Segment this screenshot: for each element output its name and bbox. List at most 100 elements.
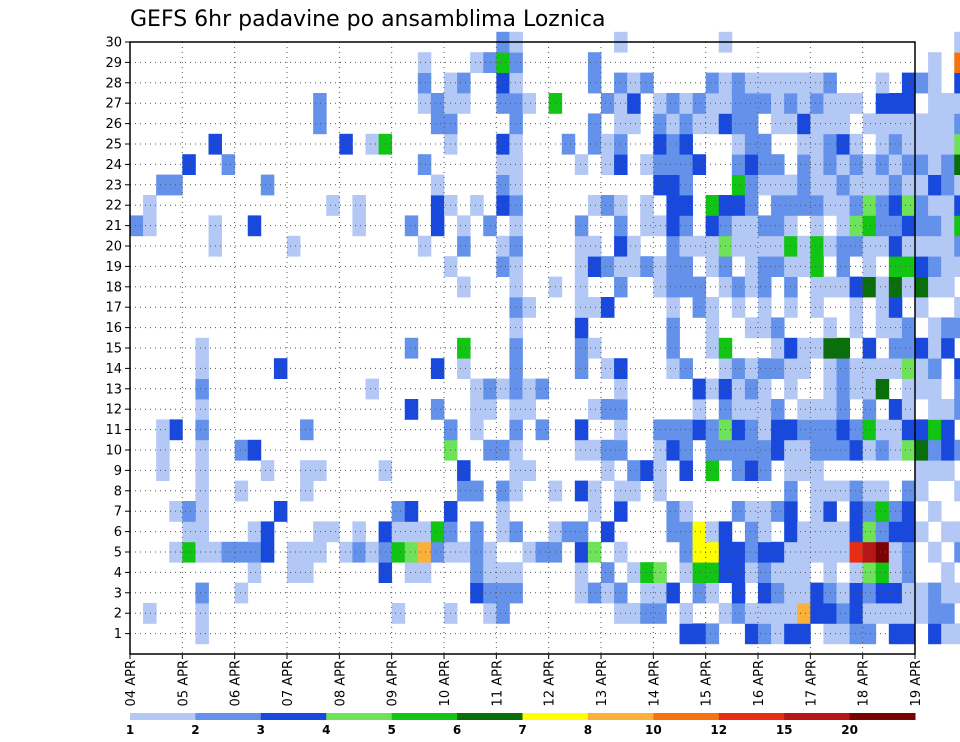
heatmap-cell bbox=[771, 174, 785, 196]
x-tick-label: 13 APR bbox=[595, 660, 610, 706]
heatmap-cell bbox=[771, 419, 785, 441]
colorbar-legend: 1 2 3 4 5 6 7 8 10 12 15 20 bbox=[126, 713, 916, 737]
heatmap-cell bbox=[836, 93, 850, 114]
x-tick-label: 06 APR bbox=[229, 660, 244, 706]
heatmap-cell bbox=[247, 521, 262, 543]
heatmap-cell bbox=[771, 603, 785, 624]
heatmap-cell bbox=[810, 582, 824, 604]
heatmap-cell bbox=[836, 603, 850, 624]
heatmap-cell bbox=[954, 72, 960, 94]
heatmap-cell bbox=[954, 399, 960, 420]
heatmap-cell bbox=[744, 623, 759, 645]
heatmap-cell bbox=[836, 256, 850, 277]
heatmap-cell bbox=[928, 72, 942, 94]
heatmap-cell bbox=[836, 113, 850, 135]
heatmap-cell bbox=[496, 235, 510, 257]
heatmap-cell bbox=[430, 521, 445, 543]
heatmap-cell bbox=[574, 358, 589, 379]
heatmap-cell bbox=[744, 235, 759, 257]
heatmap-cell bbox=[941, 235, 955, 257]
heatmap-cell bbox=[915, 480, 929, 502]
heatmap-cell bbox=[587, 541, 602, 563]
heatmap-cell bbox=[849, 215, 864, 237]
heatmap-cell bbox=[862, 439, 877, 461]
heatmap-cell bbox=[862, 603, 877, 624]
heatmap-cell bbox=[862, 337, 877, 359]
heatmap-cell bbox=[627, 72, 641, 94]
heatmap-cell bbox=[901, 235, 916, 257]
heatmap-cell bbox=[836, 399, 850, 420]
heatmap-cell bbox=[758, 582, 772, 604]
heatmap-cell bbox=[287, 235, 301, 257]
heatmap-cell bbox=[587, 113, 602, 135]
heatmap-cell bbox=[496, 133, 510, 155]
heatmap-cell bbox=[849, 378, 864, 400]
heatmap-cell bbox=[692, 419, 707, 441]
heatmap-cell bbox=[705, 419, 720, 441]
heatmap-cell bbox=[509, 93, 523, 114]
heatmap-cell bbox=[928, 276, 942, 298]
colorbar-label: 2 bbox=[191, 723, 199, 737]
heatmap-cell bbox=[810, 113, 824, 135]
heatmap-cell bbox=[941, 562, 955, 583]
heatmap-cell bbox=[901, 256, 916, 277]
heatmap-cell bbox=[313, 460, 327, 481]
heatmap-cell bbox=[509, 276, 523, 298]
heatmap-cell bbox=[810, 256, 824, 277]
heatmap-cell bbox=[470, 195, 484, 216]
heatmap-cell bbox=[758, 419, 772, 441]
heatmap-cell bbox=[758, 541, 772, 563]
colorbar-label: 1 bbox=[126, 723, 134, 737]
heatmap-cell bbox=[509, 72, 523, 94]
x-tick-label: 10 APR bbox=[438, 660, 453, 706]
heatmap-cell bbox=[771, 541, 785, 563]
heatmap-cell bbox=[692, 399, 707, 420]
colorbar-swatch bbox=[653, 713, 720, 720]
heatmap-cell bbox=[862, 235, 877, 257]
heatmap-cell bbox=[522, 460, 536, 481]
heatmap-cell bbox=[862, 154, 877, 175]
heatmap-cell bbox=[810, 93, 824, 114]
heatmap-cell bbox=[679, 113, 693, 135]
y-tick-label: 25 bbox=[105, 138, 122, 153]
heatmap-cell bbox=[587, 256, 602, 277]
heatmap-cell bbox=[195, 439, 209, 461]
heatmap-cell bbox=[928, 623, 942, 645]
y-tick-label: 12 bbox=[105, 403, 122, 418]
heatmap-cell bbox=[928, 582, 942, 604]
heatmap-cell bbox=[404, 521, 419, 543]
heatmap-cell bbox=[849, 419, 864, 441]
heatmap-cell bbox=[705, 623, 720, 645]
heatmap-cell bbox=[692, 276, 707, 298]
heatmap-cell bbox=[836, 235, 850, 257]
y-tick-label: 21 bbox=[105, 219, 122, 234]
heatmap-cell bbox=[509, 562, 523, 583]
heatmap-cell bbox=[849, 439, 864, 461]
heatmap-cell bbox=[810, 154, 824, 175]
heatmap-cell bbox=[875, 582, 890, 604]
heatmap-cell bbox=[797, 399, 811, 420]
heatmap-cell bbox=[195, 358, 209, 379]
heatmap-cell bbox=[705, 215, 720, 237]
heatmap-cell bbox=[836, 582, 850, 604]
heatmap-cell bbox=[483, 399, 497, 420]
x-tick-label: 04 APR bbox=[124, 660, 139, 706]
heatmap-cell bbox=[849, 582, 864, 604]
heatmap-cell bbox=[601, 195, 615, 216]
heatmap-cell bbox=[954, 215, 960, 237]
heatmap-cell bbox=[915, 72, 929, 94]
heatmap-cell bbox=[417, 154, 432, 175]
heatmap-cell bbox=[758, 235, 772, 257]
heatmap-cell bbox=[941, 603, 955, 624]
y-tick-label: 3 bbox=[114, 586, 122, 601]
heatmap-cell bbox=[496, 501, 510, 522]
heatmap-cell bbox=[758, 72, 772, 94]
heatmap-cell bbox=[574, 562, 589, 583]
heatmap-cell bbox=[928, 419, 942, 441]
heatmap-cell bbox=[404, 337, 419, 359]
heatmap-cell bbox=[797, 174, 811, 196]
heatmap-cell bbox=[731, 276, 746, 298]
heatmap-cell bbox=[627, 603, 641, 624]
heatmap-cell bbox=[587, 52, 602, 73]
heatmap-cell bbox=[574, 419, 589, 441]
